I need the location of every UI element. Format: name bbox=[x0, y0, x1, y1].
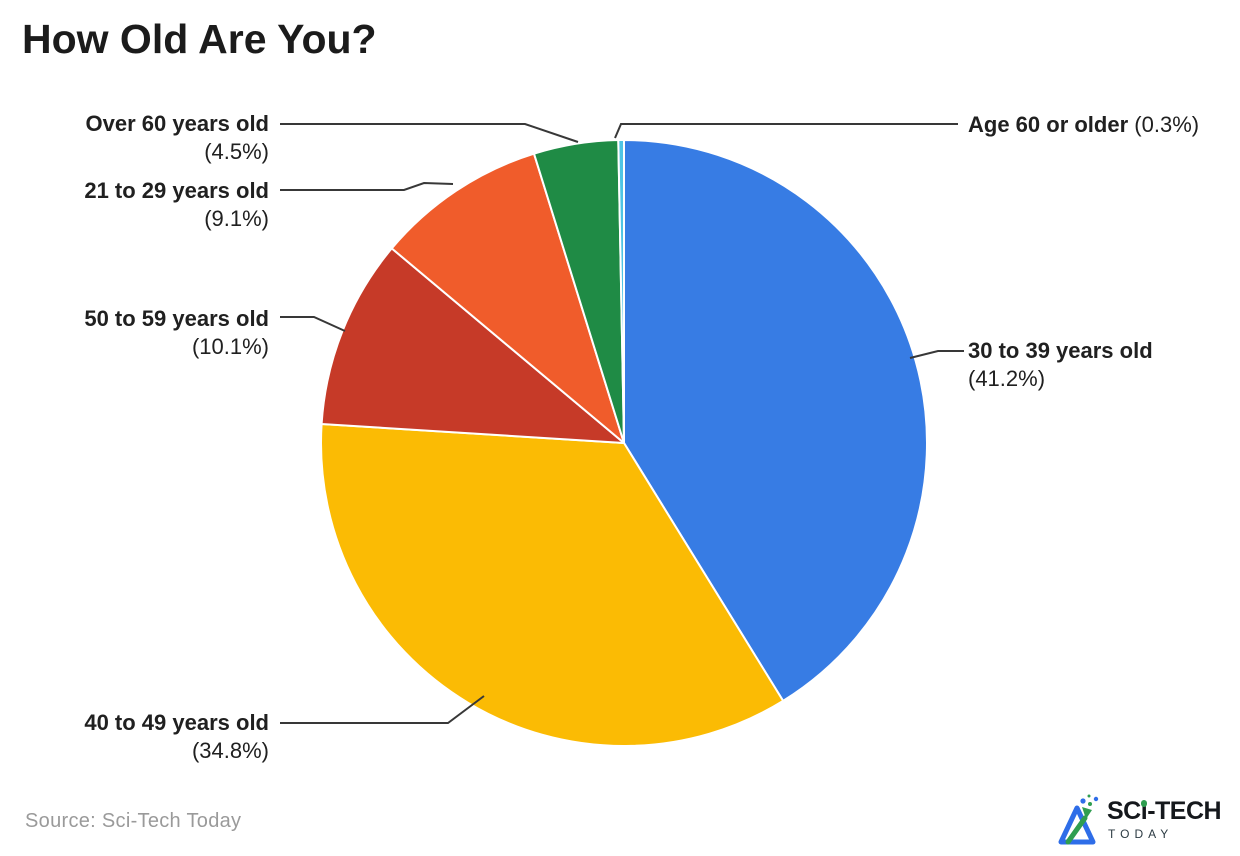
slice-label-30-to-39-years-old: 30 to 39 years old (41.2%) bbox=[968, 337, 1153, 393]
logo-text: SCi-TECH TODAY bbox=[1107, 797, 1222, 842]
pie-slice-30-to-39-years-old bbox=[623, 139, 928, 702]
slice-label-21-to-29-years-old: 21 to 29 years old (9.1%) bbox=[84, 177, 269, 233]
slice-label-name: Over 60 years old bbox=[85, 111, 269, 136]
slice-label-50-to-59-years-old: 50 to 59 years old (10.1%) bbox=[84, 305, 269, 361]
leader-line-21-to-29-years-old bbox=[280, 181, 454, 191]
slice-label-over-60-years-old: Over 60 years old (4.5%) bbox=[86, 110, 269, 166]
logo-brand-pre: SC bbox=[1107, 797, 1141, 825]
leader-line-30-to-39-years-old bbox=[909, 350, 964, 359]
logo-brand-i: i bbox=[1140, 797, 1148, 825]
source-text: Source: Sci-Tech Today bbox=[25, 810, 242, 832]
leader-line-over-60-years-old bbox=[280, 123, 579, 143]
chart-title: How Old Are You? bbox=[22, 16, 377, 62]
slice-label-name: 21 to 29 years old bbox=[84, 178, 269, 203]
logo-icon bbox=[1058, 794, 1099, 845]
slice-label-percent: (0.3%) bbox=[1134, 112, 1200, 137]
slice-label-percent: (10.1%) bbox=[191, 334, 269, 359]
logo-brand-post: -TECH bbox=[1147, 797, 1222, 825]
slice-label-percent: (34.8%) bbox=[191, 738, 269, 763]
slice-label-name: 30 to 39 years old bbox=[968, 338, 1153, 363]
pie-slice-21-to-29-years-old bbox=[390, 152, 625, 444]
slice-label-name: Age 60 or older bbox=[968, 112, 1129, 137]
logo: SCi-TECH TODAY bbox=[1056, 794, 1222, 846]
pie-slice-age-60-or-older bbox=[617, 138, 625, 444]
logo-brand-text: SCi-TECH bbox=[1107, 797, 1222, 825]
slice-label-percent: (4.5%) bbox=[204, 139, 269, 164]
leader-line-50-to-59-years-old bbox=[280, 316, 346, 332]
slice-label-percent: (41.2%) bbox=[968, 366, 1046, 391]
leader-line-age-60-or-older bbox=[614, 123, 958, 139]
slice-label-percent: (9.1%) bbox=[204, 206, 269, 231]
slice-label-name: 50 to 59 years old bbox=[84, 306, 269, 331]
logo-today-text: TODAY bbox=[1108, 827, 1174, 841]
leader-line-40-to-49-years-old bbox=[280, 695, 485, 724]
slice-label-name: 40 to 49 years old bbox=[84, 710, 269, 735]
pie-slice-40-to-49-years-old bbox=[320, 422, 785, 747]
slice-label-40-to-49-years-old: 40 to 49 years old (34.8%) bbox=[84, 709, 269, 765]
slice-label-age-60-or-older: Age 60 or older (0.3%) bbox=[968, 111, 1199, 139]
